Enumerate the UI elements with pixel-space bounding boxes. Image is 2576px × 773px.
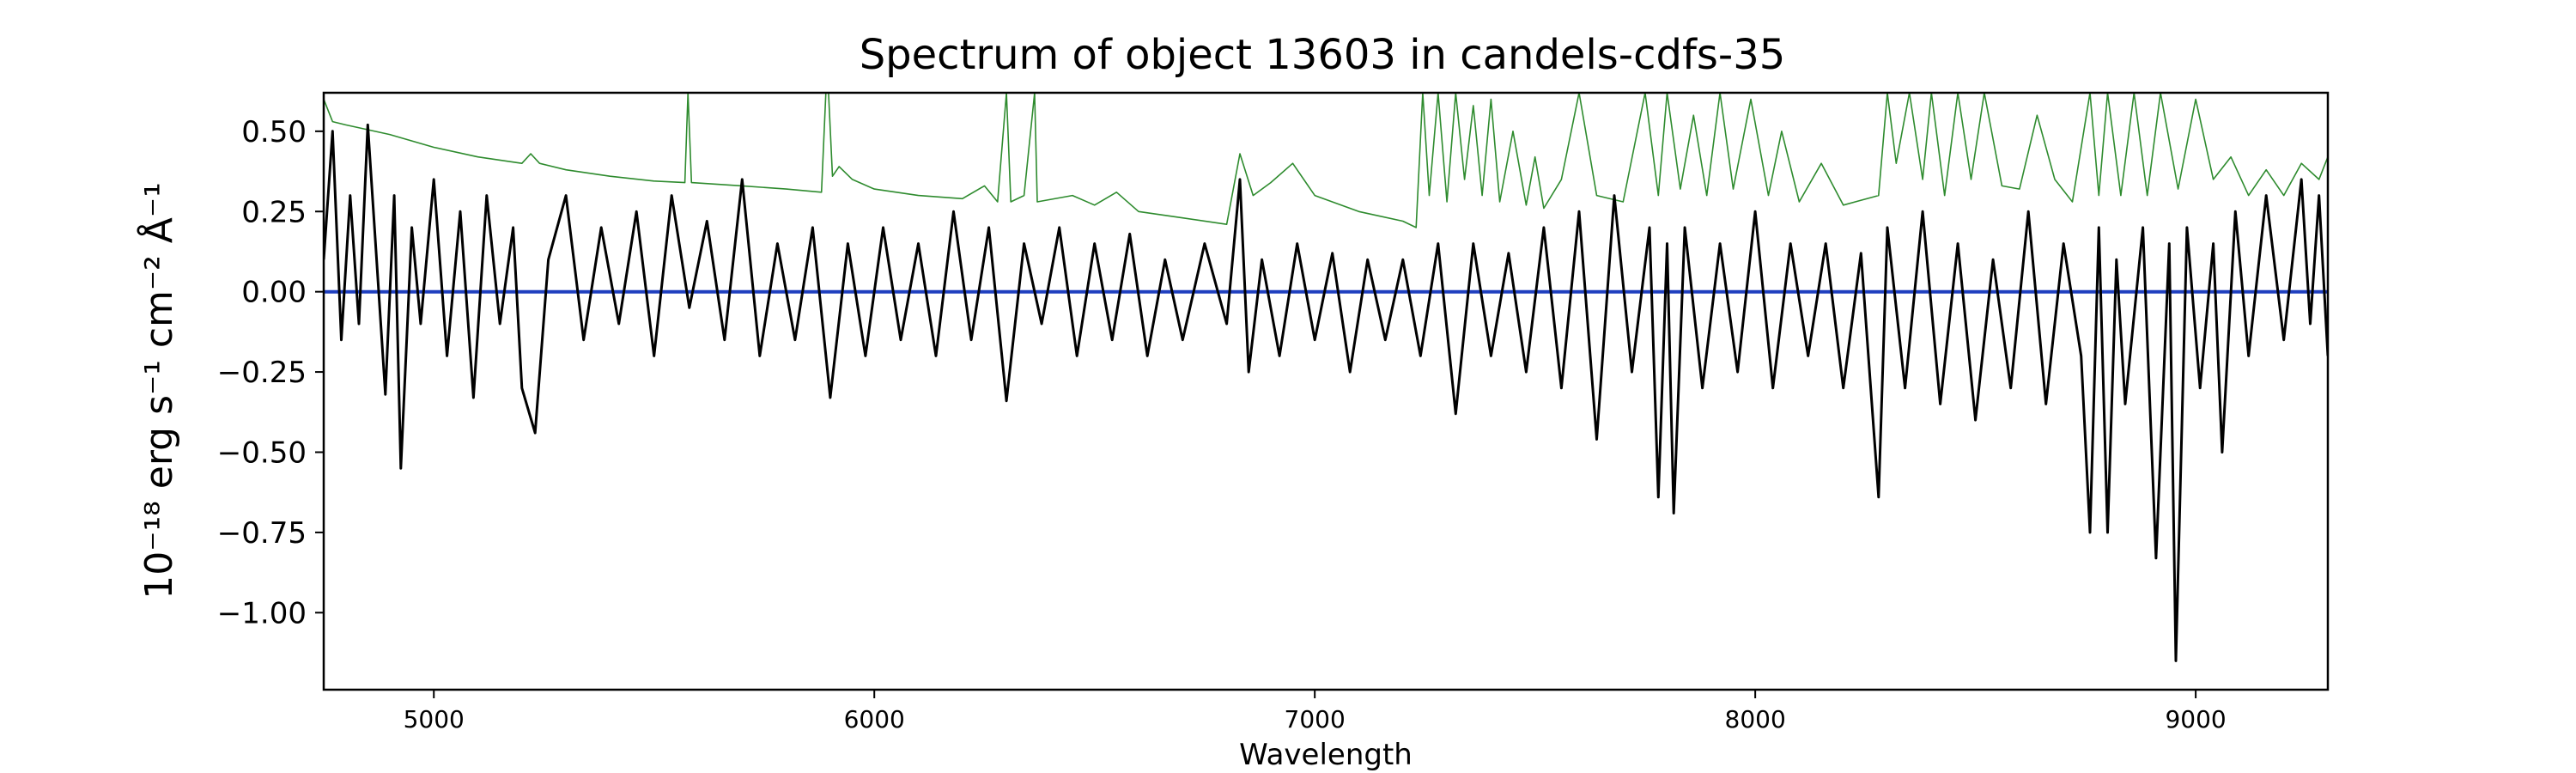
y-tick-label: 0.00	[241, 276, 307, 310]
x-tick-label: 9000	[2165, 705, 2226, 733]
chart-title: Spectrum of object 13603 in candels-cdfs…	[860, 31, 1786, 79]
plot-frame	[322, 91, 2330, 691]
y-axis-ticks: 0.50 0.25 0.00 −0.25 −0.50 −0.75 −1.00	[217, 115, 324, 630]
y-tick-label: −0.25	[217, 356, 307, 390]
y-tick-label: 0.25	[241, 195, 307, 229]
x-axis-ticks: 5000 6000 7000 8000 9000	[404, 690, 2227, 733]
y-axis-label: 10⁻¹⁸ erg s⁻¹ cm⁻² Å⁻¹	[136, 182, 181, 599]
y-tick-label: −1.00	[217, 596, 307, 630]
y-tick-label: −0.75	[217, 516, 307, 551]
plot-series	[324, 93, 2328, 662]
flux-line	[324, 123, 2328, 662]
x-tick-label: 7000	[1285, 705, 1346, 733]
y-tick-label: −0.50	[217, 435, 307, 470]
y-tick-label: 0.50	[241, 115, 307, 149]
x-tick-label: 6000	[844, 705, 905, 733]
x-tick-label: 5000	[404, 705, 465, 733]
x-axis-label: Wavelength	[1239, 738, 1413, 772]
sky-error-line	[324, 93, 2328, 228]
x-tick-label: 8000	[1725, 705, 1786, 733]
